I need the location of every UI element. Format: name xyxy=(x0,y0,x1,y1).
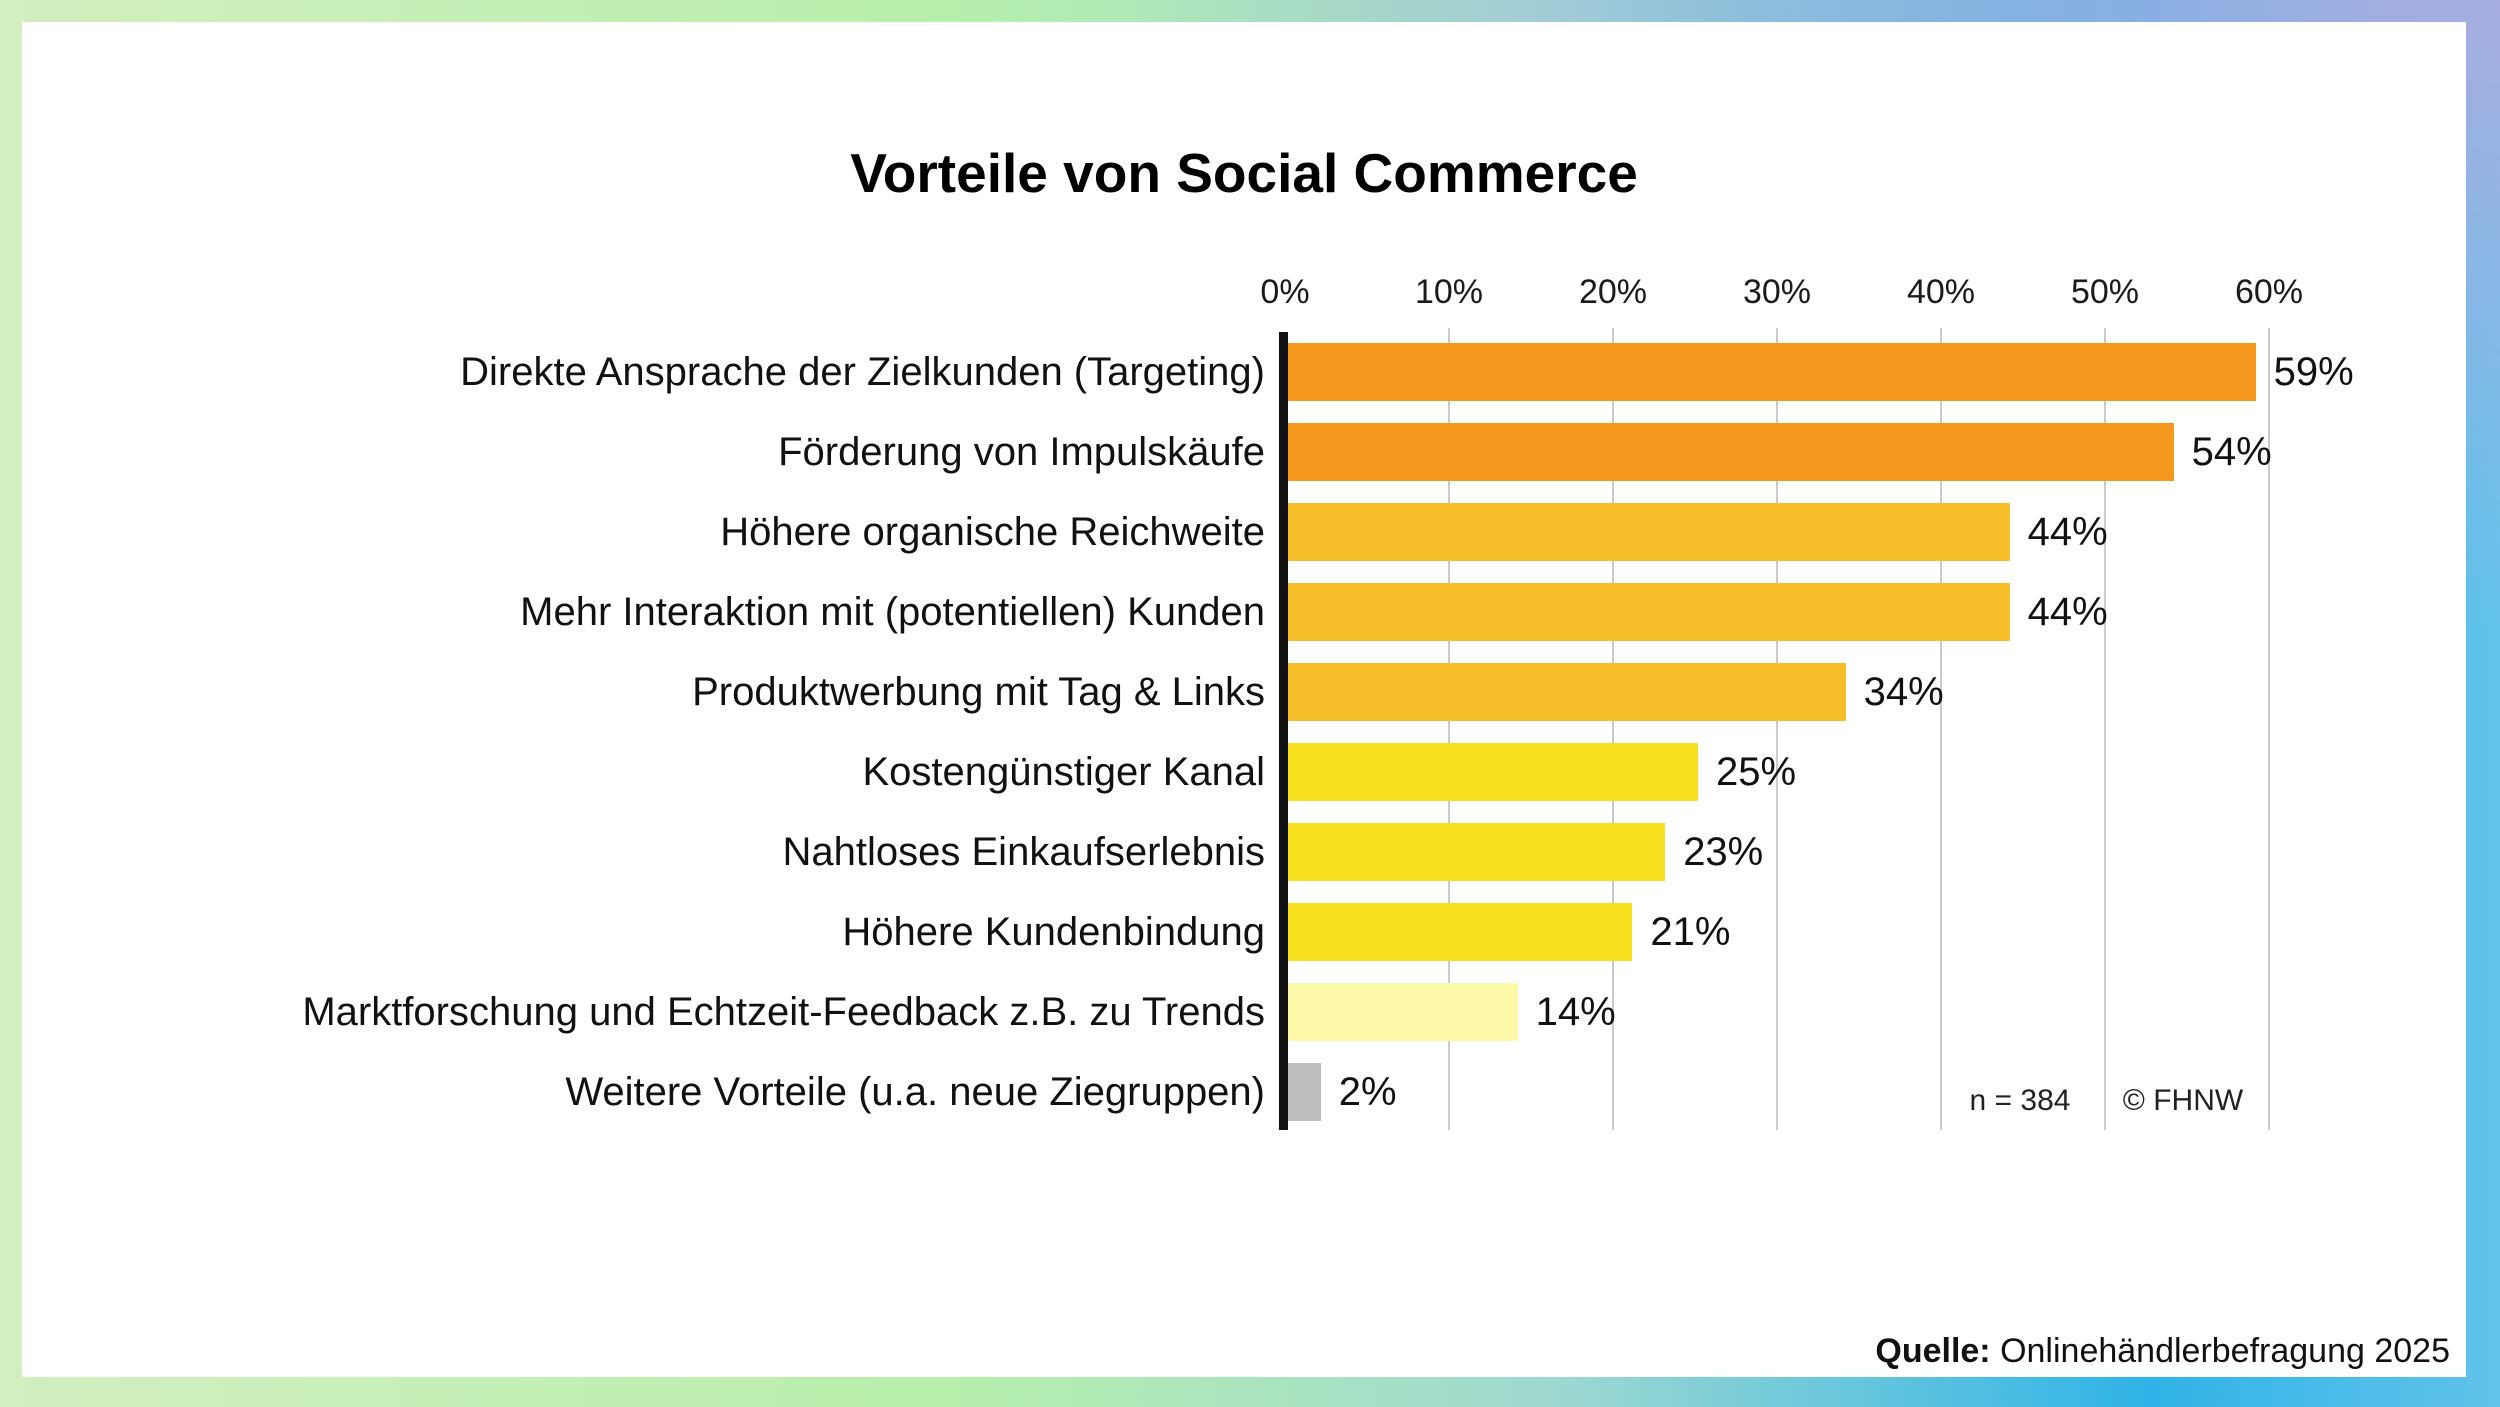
bar xyxy=(1288,983,1518,1041)
value-label: 59% xyxy=(2273,350,2354,394)
gridline xyxy=(1776,328,1778,1130)
bar xyxy=(1288,423,2174,481)
category-label: Höhere organische Reichweite xyxy=(720,510,1265,554)
category-label: Marktforschung und Echtzeit-Feedback z.B… xyxy=(302,990,1265,1034)
copyright-label: © FHNW xyxy=(2122,1084,2244,1117)
x-tick-label: 20% xyxy=(1578,273,1648,311)
x-tick-label: 30% xyxy=(1742,273,1812,311)
gridline xyxy=(2104,328,2106,1130)
category-label: Produktwerbung mit Tag & Links xyxy=(692,670,1265,714)
gridline xyxy=(2268,328,2270,1130)
gridline xyxy=(1940,328,1942,1130)
sample-size-label: n = 384 xyxy=(1969,1084,2071,1117)
bar xyxy=(1288,823,1666,881)
chart-panel: Vorteile von Social Commerce 0% 10% 20% 30%… xyxy=(22,22,2466,1377)
category-label: Direkte Ansprache der Zielkunden (Target… xyxy=(460,350,1265,394)
category-label: Förderung von Impulskäufe xyxy=(778,430,1265,474)
x-tick-label: 60% xyxy=(2234,273,2304,311)
source-line: Quelle: Onlinehändlerbefragung 2025 xyxy=(1875,1332,2450,1371)
x-tick-label: 50% xyxy=(2070,273,2140,311)
value-label: 21% xyxy=(1650,910,1731,954)
bar xyxy=(1288,1063,1321,1121)
category-label: Nahtloses Einkaufserlebnis xyxy=(782,830,1265,874)
category-label: Kostengünstiger Kanal xyxy=(862,750,1266,794)
y-axis-line xyxy=(1279,332,1288,1130)
category-label: Mehr Interaktion mit (potentiellen) Kund… xyxy=(520,590,1265,634)
x-tick-label: 10% xyxy=(1414,273,1484,311)
bar xyxy=(1288,663,1846,721)
page-title: Vorteile von Social Commerce xyxy=(850,142,1638,204)
bar xyxy=(1288,503,2010,561)
bar xyxy=(1288,583,2010,641)
bar xyxy=(1288,903,1633,961)
x-tick-label: 0% xyxy=(1260,273,1310,311)
value-label: 25% xyxy=(1716,750,1797,794)
gridline xyxy=(1612,328,1614,1130)
bar xyxy=(1288,743,1698,801)
x-tick-label: 40% xyxy=(1906,273,1976,311)
value-label: 44% xyxy=(2027,590,2108,634)
bar-chart: 0% 10% 20% 30% 40% 50% 60% Direkte Ansprache de… xyxy=(22,22,2466,1377)
gridline xyxy=(1448,328,1450,1130)
value-label: 14% xyxy=(1535,990,1616,1034)
source-prefix: Quelle: xyxy=(1875,1332,1991,1370)
value-label: 44% xyxy=(2027,510,2108,554)
bar xyxy=(1288,343,2256,401)
value-label: 2% xyxy=(1338,1070,1397,1114)
category-label: Weitere Vorteile (u.a. neue Ziegruppen) xyxy=(565,1070,1265,1114)
category-label: Höhere Kundenbindung xyxy=(842,910,1265,954)
value-label: 23% xyxy=(1683,830,1764,874)
source-text: Onlinehändlerbefragung 2025 xyxy=(1990,1332,2450,1370)
value-label: 34% xyxy=(1863,670,1944,714)
value-label: 54% xyxy=(2191,430,2272,474)
